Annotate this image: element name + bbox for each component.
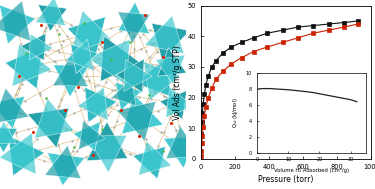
Polygon shape [0, 1, 31, 41]
Polygon shape [53, 55, 88, 86]
Polygon shape [47, 153, 85, 186]
Polygon shape [54, 65, 89, 97]
Polygon shape [35, 0, 66, 26]
Polygon shape [78, 88, 108, 120]
Polygon shape [124, 60, 152, 91]
Polygon shape [0, 96, 25, 129]
Polygon shape [0, 122, 16, 144]
Polygon shape [0, 88, 29, 124]
Polygon shape [145, 16, 184, 54]
Polygon shape [116, 82, 141, 111]
Polygon shape [87, 136, 127, 173]
Polygon shape [133, 146, 165, 179]
Polygon shape [34, 98, 74, 138]
Polygon shape [158, 48, 186, 76]
Polygon shape [88, 40, 130, 85]
Y-axis label: Vol Ads (cm³/g STP): Vol Ads (cm³/g STP) [173, 45, 182, 120]
Polygon shape [112, 79, 136, 106]
Polygon shape [21, 33, 46, 60]
Polygon shape [0, 133, 36, 174]
Polygon shape [122, 94, 163, 134]
Polygon shape [45, 146, 81, 179]
Polygon shape [139, 141, 171, 175]
Polygon shape [68, 17, 105, 57]
Polygon shape [28, 108, 69, 148]
Polygon shape [74, 122, 100, 151]
Polygon shape [29, 34, 53, 60]
Polygon shape [0, 5, 35, 44]
Polygon shape [79, 121, 105, 149]
Polygon shape [164, 136, 198, 168]
Polygon shape [38, 5, 67, 31]
Polygon shape [71, 44, 98, 74]
Polygon shape [118, 12, 150, 43]
Polygon shape [0, 128, 17, 153]
Polygon shape [71, 11, 111, 53]
X-axis label: Pressure (torr): Pressure (torr) [258, 175, 314, 184]
Polygon shape [144, 62, 180, 100]
Polygon shape [5, 47, 42, 89]
Polygon shape [12, 44, 51, 86]
Polygon shape [87, 122, 128, 161]
Polygon shape [152, 23, 190, 60]
Polygon shape [100, 36, 141, 81]
Polygon shape [9, 136, 44, 176]
Polygon shape [85, 87, 117, 122]
Polygon shape [116, 59, 144, 93]
Polygon shape [135, 59, 172, 97]
Polygon shape [117, 101, 156, 141]
Polygon shape [166, 126, 201, 158]
Polygon shape [118, 2, 150, 34]
Polygon shape [166, 87, 193, 117]
Polygon shape [66, 39, 94, 70]
Polygon shape [160, 91, 187, 119]
Polygon shape [156, 55, 185, 84]
